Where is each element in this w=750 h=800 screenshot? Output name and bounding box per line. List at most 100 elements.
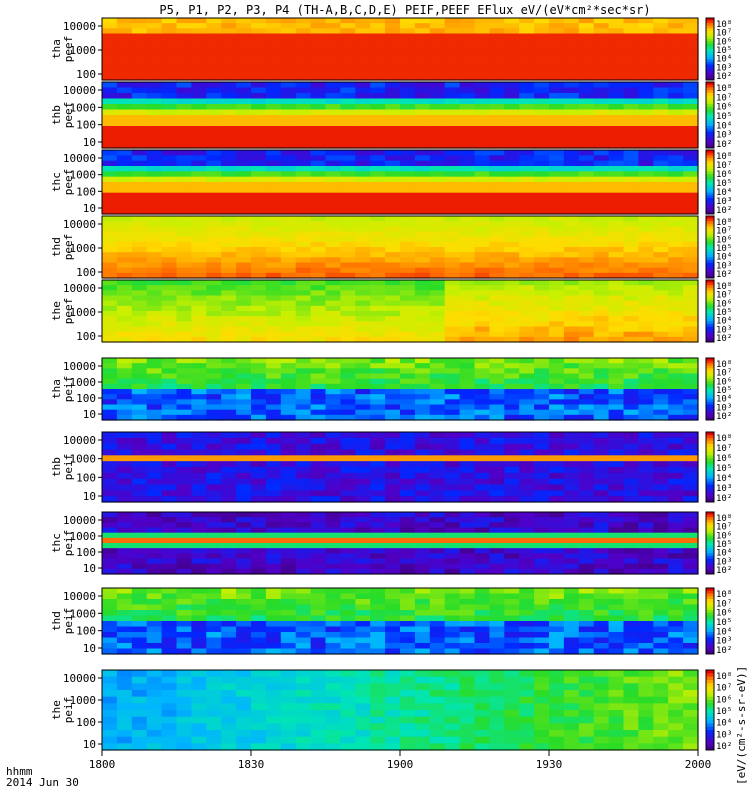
spectrogram-cell xyxy=(534,568,550,575)
spectrogram-cell xyxy=(325,568,341,575)
spectrogram-cell xyxy=(519,648,535,655)
spectrogram-cell xyxy=(325,472,341,480)
spectrogram-cell xyxy=(593,527,610,534)
spectrogram-cell xyxy=(414,703,431,711)
spectrogram-cell xyxy=(236,115,252,122)
spectrogram-cell xyxy=(340,409,356,416)
spectrogram-cell xyxy=(534,621,550,628)
panel-ylabel-top: thc xyxy=(50,172,63,192)
spectrogram-cell xyxy=(310,257,327,264)
spectrogram-cell xyxy=(146,736,163,744)
spectrogram-cell xyxy=(146,383,163,390)
spectrogram-cell xyxy=(489,548,505,554)
spectrogram-cell xyxy=(310,82,327,89)
spectrogram-cell xyxy=(474,272,490,279)
spectrogram-cell xyxy=(578,208,595,215)
panel-frame xyxy=(101,511,699,575)
spectrogram-cell xyxy=(608,610,625,617)
spectrogram-cell xyxy=(146,93,163,100)
spectrogram-cell xyxy=(414,626,431,633)
spectrogram-cell xyxy=(340,558,356,565)
spectrogram-cell xyxy=(310,637,327,644)
spectrogram-cell xyxy=(668,280,684,286)
spectrogram-cell xyxy=(578,478,595,486)
spectrogram-cell xyxy=(206,643,222,650)
spectrogram-cell xyxy=(265,115,282,122)
spectrogram-cell xyxy=(608,378,625,385)
spectrogram-cell xyxy=(593,311,610,317)
spectrogram-cell xyxy=(221,484,237,491)
spectrogram-cell xyxy=(191,33,207,40)
spectrogram-cell xyxy=(414,54,431,60)
spectrogram-cell xyxy=(638,461,654,468)
spectrogram-cell xyxy=(593,305,610,312)
spectrogram-cell xyxy=(519,252,535,258)
spectrogram-cell xyxy=(414,131,431,138)
spectrogram-cell xyxy=(221,383,237,390)
colorbar-segment xyxy=(706,440,714,445)
spectrogram-cell xyxy=(414,74,431,81)
spectrogram-cell xyxy=(355,690,371,698)
spectrogram-cell xyxy=(534,226,550,233)
spectrogram-cell xyxy=(489,394,505,400)
spectrogram-cell xyxy=(638,467,654,474)
spectrogram-cell xyxy=(653,38,669,45)
spectrogram-cell xyxy=(221,331,237,338)
spectrogram-cell xyxy=(623,142,639,149)
spectrogram-cell xyxy=(146,670,163,678)
spectrogram-cell xyxy=(146,267,163,274)
spectrogram-cell xyxy=(280,522,297,529)
spectrogram-cell xyxy=(549,643,565,650)
colorbar-segment xyxy=(706,514,714,518)
spectrogram-cell xyxy=(623,389,639,395)
spectrogram-cell xyxy=(623,472,639,480)
spectrogram-cell xyxy=(102,558,118,565)
spectrogram-cell xyxy=(146,28,163,35)
spectrogram-cell xyxy=(206,449,222,456)
spectrogram-cell xyxy=(489,358,505,364)
spectrogram-cell xyxy=(206,120,222,127)
y-tick-label: 1000 xyxy=(70,530,97,543)
spectrogram-cell xyxy=(191,226,207,233)
spectrogram-cell xyxy=(489,64,505,71)
spectrogram-cell xyxy=(131,455,148,462)
spectrogram-cell xyxy=(623,563,639,570)
spectrogram-cell xyxy=(161,432,178,439)
spectrogram-cell xyxy=(265,43,282,50)
spectrogram-cell xyxy=(161,69,178,76)
spectrogram-cell xyxy=(131,648,148,655)
spectrogram-cell xyxy=(206,241,222,248)
spectrogram-cell xyxy=(459,593,476,600)
spectrogram-cell xyxy=(653,404,669,411)
spectrogram-cell xyxy=(355,59,371,66)
spectrogram-cell xyxy=(578,131,595,138)
spectrogram-cell xyxy=(191,472,207,480)
spectrogram-cell xyxy=(563,588,580,595)
spectrogram-cell xyxy=(146,637,163,644)
spectrogram-cell xyxy=(340,696,356,704)
spectrogram-cell xyxy=(102,512,118,518)
spectrogram-cell xyxy=(325,305,341,312)
spectrogram-cell xyxy=(295,267,312,274)
spectrogram-cell xyxy=(146,553,163,560)
spectrogram-cell xyxy=(116,120,133,127)
spectrogram-cell xyxy=(370,604,386,611)
spectrogram-cell xyxy=(280,126,297,133)
spectrogram-cell xyxy=(593,252,610,258)
spectrogram-cell xyxy=(474,241,490,248)
spectrogram-cell xyxy=(534,305,550,312)
spectrogram-cell xyxy=(131,484,148,491)
spectrogram-cell xyxy=(459,216,476,222)
spectrogram-cell xyxy=(534,632,550,639)
spectrogram-cell xyxy=(578,632,595,639)
spectrogram-cell xyxy=(176,730,192,738)
spectrogram-cell xyxy=(280,610,297,617)
spectrogram-cell xyxy=(459,632,476,639)
spectrogram-cell xyxy=(683,126,699,133)
spectrogram-cell xyxy=(176,414,192,421)
spectrogram-cell xyxy=(161,311,178,317)
spectrogram-cell xyxy=(504,621,520,628)
spectrogram-cell xyxy=(683,28,699,35)
spectrogram-cell xyxy=(161,373,178,380)
